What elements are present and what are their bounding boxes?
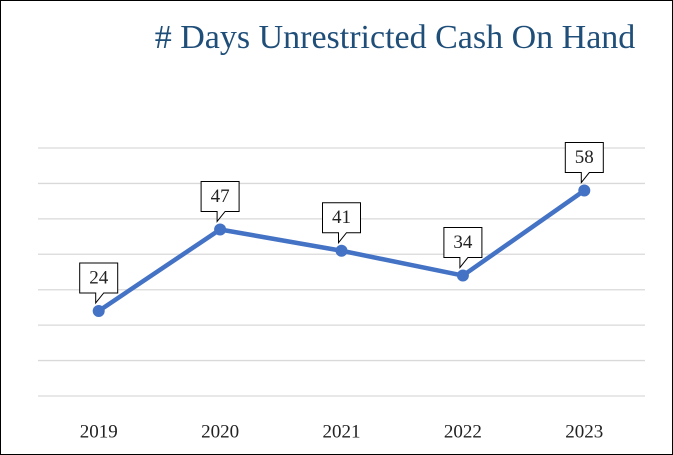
data-label: 41 [332,207,351,228]
data-point [578,184,591,197]
data-point [335,244,348,257]
data-label: 58 [575,147,594,168]
data-label-callout [564,142,604,184]
data-label: 24 [89,267,109,288]
x-tick-label: 2019 [80,421,118,442]
data-label-callout [443,227,483,269]
chart-title: # Days Unrestricted Cash On Hand [154,19,636,56]
x-tick-label: 2022 [444,421,482,442]
data-label-callout [200,180,240,223]
x-tick-label: 2020 [201,421,239,442]
data-label: 34 [453,232,473,253]
data-label: 47 [211,186,230,207]
data-point [214,223,227,236]
data-point [456,269,469,282]
data-label-callout [79,262,119,305]
x-tick-label: 2021 [323,421,361,442]
data-label-callout [322,202,361,245]
data-point [92,304,105,317]
x-tick-label: 2023 [565,421,603,442]
